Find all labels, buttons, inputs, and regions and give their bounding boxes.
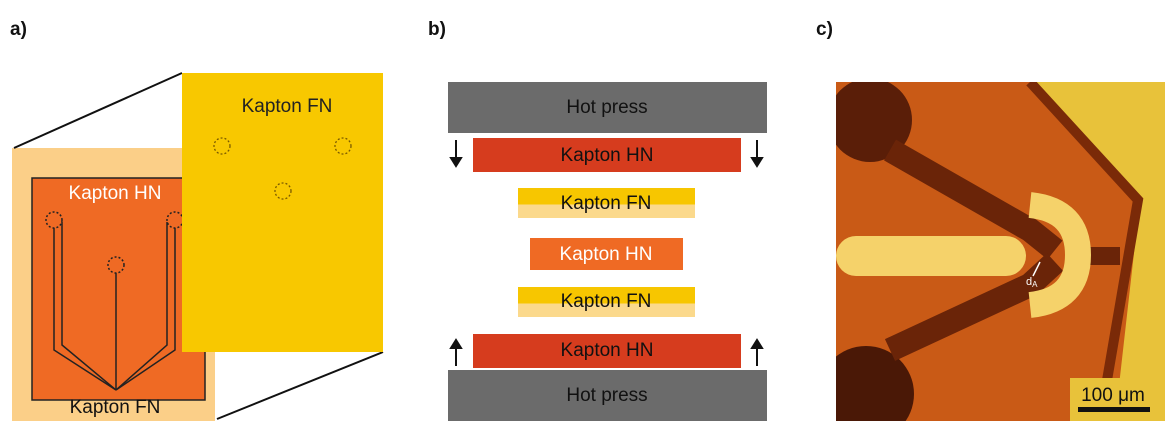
layer-label: Kapton FN <box>561 291 652 312</box>
layer-label: Hot press <box>566 97 647 118</box>
layer-label: Kapton HN <box>560 244 653 265</box>
figure: a) Kapton HN Kapton FN Kapton FN b) Hot … <box>0 0 1165 421</box>
hn-layer <box>32 178 205 400</box>
page: a) Kapton HN Kapton FN Kapton FN b) Hot … <box>0 0 1165 421</box>
scale-bar-label: 100 μm <box>1081 385 1145 406</box>
panel-c: c) dA 100 μm <box>816 19 1165 421</box>
layer-label: Kapton FN <box>242 96 333 117</box>
layer-label: Kapton HN <box>561 340 654 361</box>
panel-b: b) Hot press Kapton HN Kapton FN Kapton … <box>428 19 767 421</box>
layer-label: Kapton FN <box>561 193 652 214</box>
layer-label: Kapton FN <box>70 397 161 418</box>
micrograph: dA <box>818 78 1165 421</box>
panel-label: b) <box>428 19 446 40</box>
panel-label: c) <box>816 19 833 40</box>
annotation-subscript: A <box>1032 280 1038 289</box>
scale-bar <box>1078 407 1150 412</box>
panel-a: a) Kapton HN Kapton FN Kapton FN <box>10 19 383 421</box>
layer-label: Kapton HN <box>69 183 162 204</box>
projection-line <box>217 352 383 419</box>
layer-label: Kapton HN <box>561 145 654 166</box>
panel-label: a) <box>10 19 27 40</box>
projection-line <box>14 73 182 148</box>
layer-label: Hot press <box>566 385 647 406</box>
